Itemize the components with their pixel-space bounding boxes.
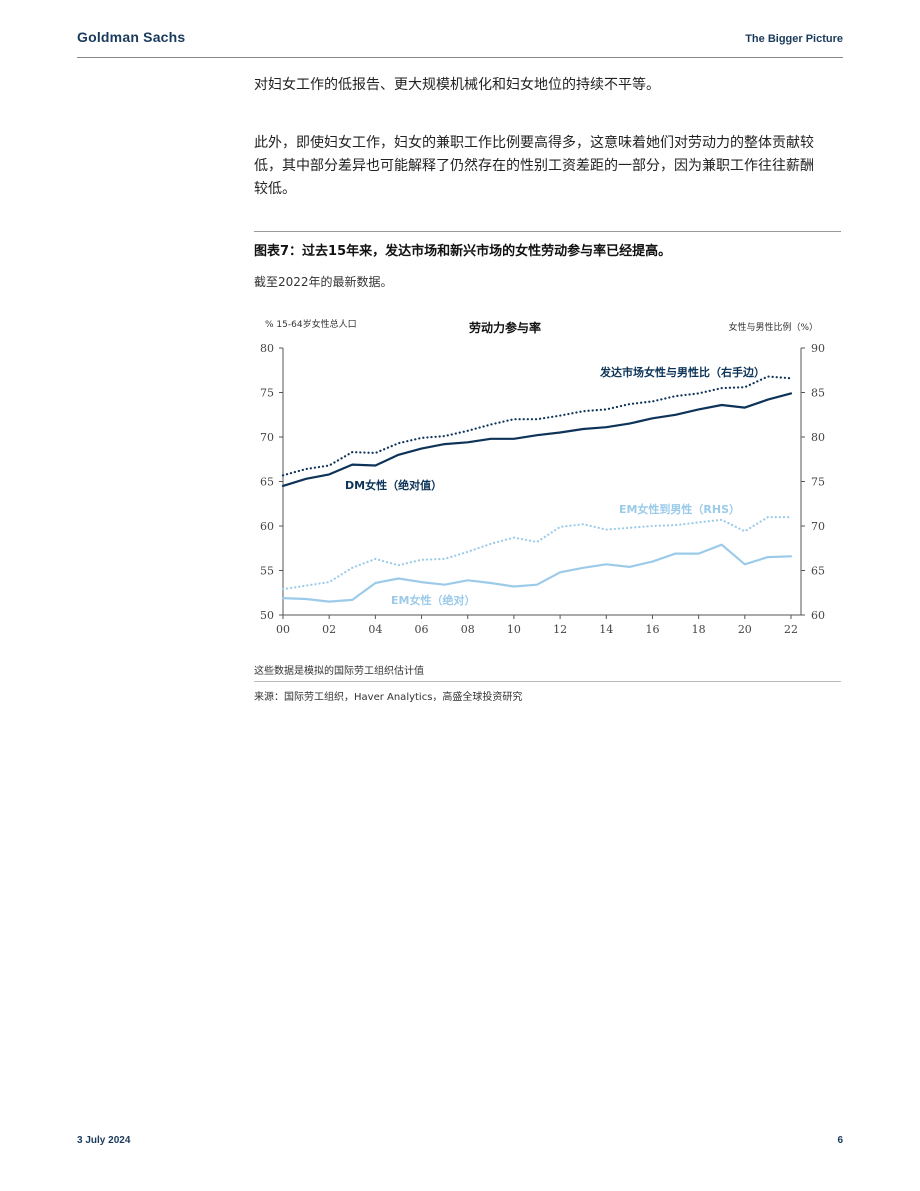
y-tick-label-right: 60 <box>811 609 825 622</box>
figure-source-divider <box>254 681 841 682</box>
x-tick-label: 12 <box>553 623 567 636</box>
section-name: The Bigger Picture <box>745 33 843 45</box>
body-paragraph-1: 对妇女工作的低报告、更大规模机械化和妇女地位的持续不平等。 <box>254 77 660 93</box>
footer-date: 3 July 2024 <box>77 1135 131 1146</box>
series-label-2: 发达市场女性与男性比（右手边） <box>599 365 765 379</box>
x-tick-label: 08 <box>461 623 475 636</box>
x-tick-label: 14 <box>599 623 613 636</box>
y-axis-left-label: % 15-64岁女性总人口 <box>265 318 357 330</box>
y-axis-right-label: 女性与男性比例（%） <box>728 321 818 333</box>
y-tick-label-left: 80 <box>260 342 274 355</box>
y-tick-label-right: 80 <box>811 431 825 444</box>
y-tick-label-right: 85 <box>811 387 825 400</box>
series-line-3 <box>281 543 793 603</box>
y-tick-label-right: 75 <box>811 476 825 489</box>
series-label-1: DM女性（绝对值） <box>345 478 442 492</box>
series-label-3: EM女性（绝对） <box>391 593 475 607</box>
figure-title: 图表7：过去15年来，发达市场和新兴市场的女性劳动参与率已经提高。 <box>254 244 672 259</box>
series-line-1 <box>281 392 793 487</box>
y-tick-label-right: 90 <box>811 342 825 355</box>
series-label-4: EM女性到男性（RHS） <box>619 502 740 516</box>
labor-participation-chart: 50 55 60 65 70 75 80 60 65 70 75 80 85 90 00 02 04 06 08 10… <box>260 318 825 636</box>
x-tick-label: 16 <box>645 623 659 636</box>
x-tick-label: 20 <box>738 623 752 636</box>
body-paragraph-2: 此外，即使妇女工作，妇女的兼职工作比例要高得多，这意味着她们对劳动力的整体贡献较… <box>254 135 814 197</box>
x-tick-label: 22 <box>784 623 798 636</box>
y-tick-label-right: 65 <box>811 565 825 578</box>
figure-top-divider <box>254 231 841 232</box>
x-tick-label: 10 <box>507 623 521 636</box>
y-tick-label-left: 55 <box>260 565 274 578</box>
y-tick-label-left: 60 <box>260 520 274 533</box>
figure-source: 来源：国际劳工组织，Haver Analytics，高盛全球投资研究 <box>254 692 523 703</box>
x-tick-label: 04 <box>368 623 382 636</box>
x-tick-label: 18 <box>692 623 706 636</box>
figure-subtitle: 截至2022年的最新数据。 <box>254 275 393 289</box>
y-tick-label-right: 70 <box>811 520 825 533</box>
y-tick-label-left: 50 <box>260 609 274 622</box>
y-tick-label-left: 65 <box>260 476 274 489</box>
figure-note: 这些数据是模拟的国际劳工组织估计值 <box>254 666 424 677</box>
x-tick-label: 00 <box>276 623 290 636</box>
x-tick-label: 06 <box>415 623 429 636</box>
y-tick-label-left: 70 <box>260 431 274 444</box>
series-line-2 <box>281 375 793 477</box>
y-tick-label-left: 75 <box>260 387 274 400</box>
chart-title: 劳动力参与率 <box>469 320 541 335</box>
brand-name: Goldman Sachs <box>77 29 186 45</box>
header-divider <box>77 57 843 58</box>
page-number: 6 <box>837 1135 843 1146</box>
series-line-4 <box>281 515 793 591</box>
x-tick-label: 02 <box>322 623 336 636</box>
